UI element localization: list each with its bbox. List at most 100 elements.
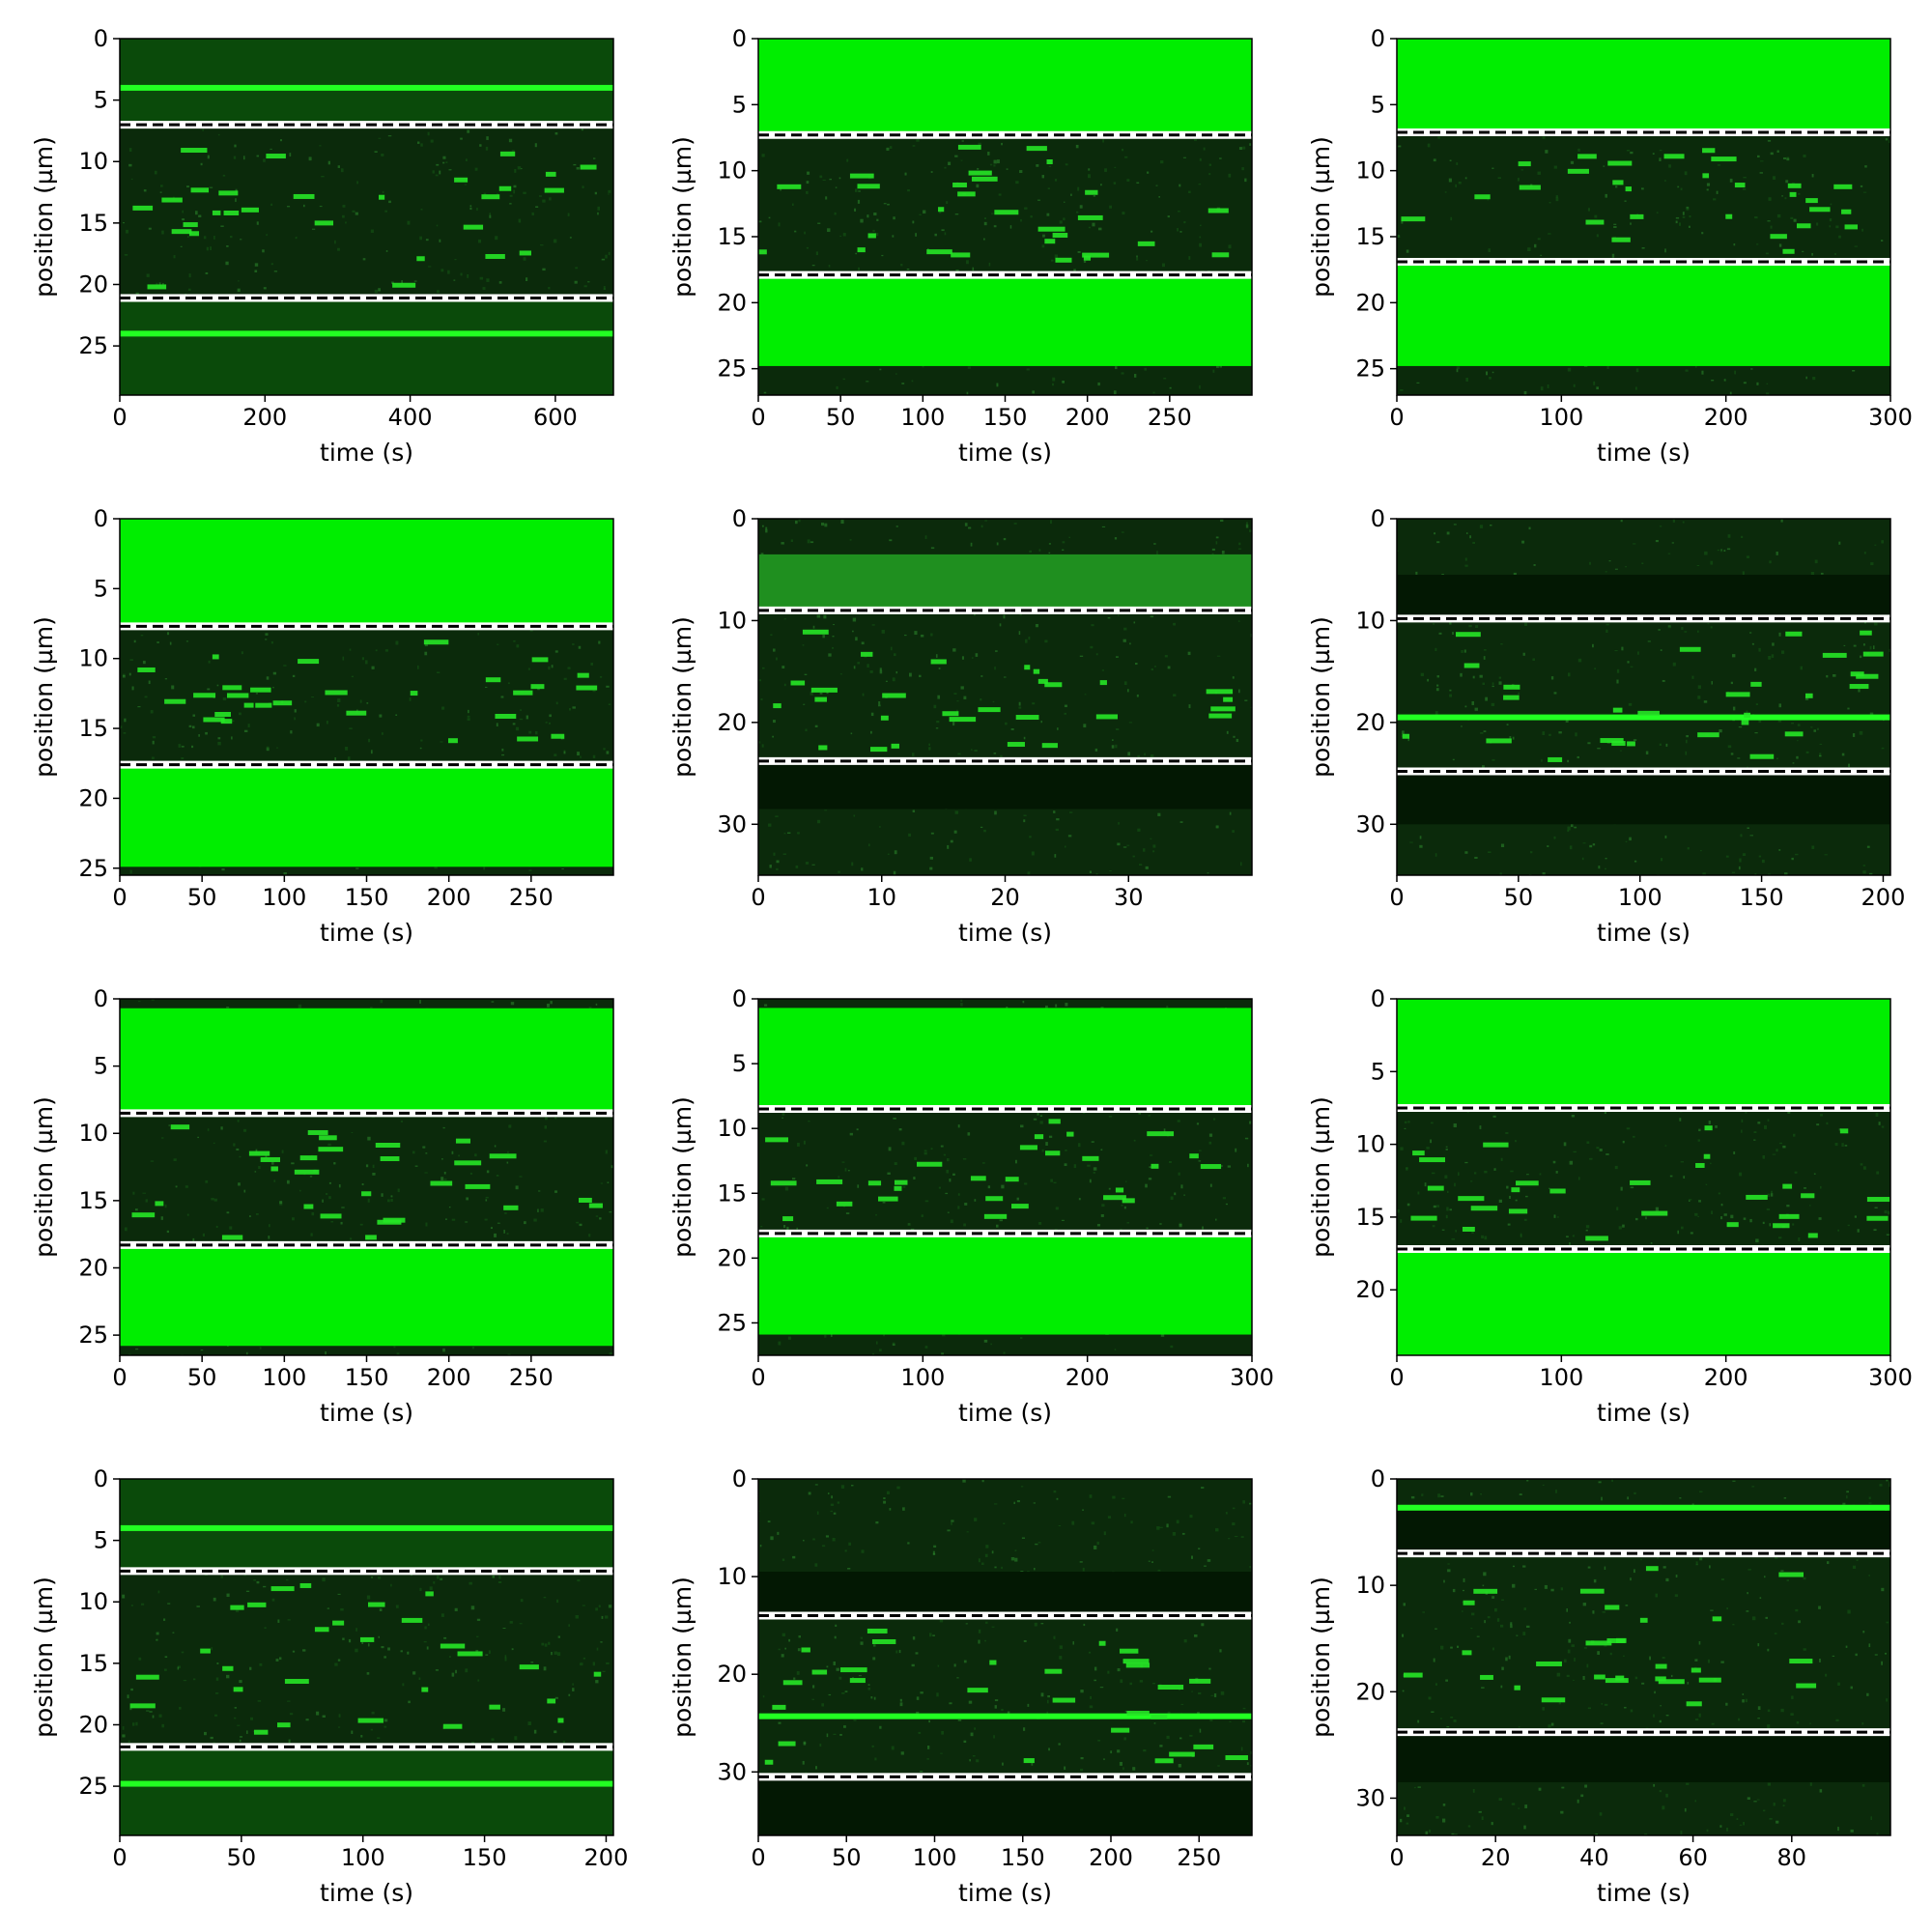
noise-speckle: [1660, 649, 1662, 651]
noise-speckle: [1240, 1536, 1244, 1538]
noise-speckle: [1019, 170, 1023, 174]
noise-speckle: [1187, 651, 1191, 656]
noise-speckle: [515, 1185, 519, 1190]
noise-speckle: [1196, 1122, 1200, 1125]
noise-speckle: [1747, 766, 1748, 769]
binding-event: [147, 284, 167, 290]
noise-speckle: [781, 666, 785, 669]
noise-speckle: [545, 722, 548, 724]
binding-event: [949, 717, 977, 723]
noise-speckle: [1861, 228, 1863, 232]
x-tick-label: 30: [1114, 884, 1144, 911]
binding-event: [248, 1151, 270, 1156]
noise-speckle: [1625, 566, 1628, 568]
noise-speckle: [393, 1346, 396, 1349]
noise-speckle: [291, 1162, 295, 1165]
noise-speckle: [907, 1224, 911, 1227]
noise-speckle: [494, 1145, 497, 1148]
plot-area: [120, 39, 613, 395]
noise-speckle: [575, 1614, 580, 1619]
binding-event: [588, 1203, 603, 1208]
noise-speckle: [1219, 365, 1223, 368]
binding-event: [1805, 198, 1818, 204]
noise-speckle: [537, 1208, 539, 1212]
x-tick-label: 0: [1389, 404, 1404, 431]
noise-speckle: [1605, 571, 1607, 573]
binding-event: [517, 736, 539, 742]
noise-speckle: [1173, 622, 1176, 626]
noise-speckle: [1027, 1703, 1030, 1707]
x-tick-label: 0: [751, 1364, 765, 1391]
noise-speckle: [436, 224, 439, 227]
noise-speckle: [336, 704, 340, 707]
noise-speckle: [1630, 666, 1634, 668]
noise-speckle: [878, 704, 881, 707]
plot-area: [120, 519, 613, 875]
noise-speckle: [803, 703, 806, 705]
noise-speckle: [1104, 168, 1107, 172]
noise-speckle: [395, 640, 399, 645]
noise-speckle: [217, 133, 220, 136]
noise-speckle: [1401, 735, 1404, 738]
noise-speckle: [1441, 1229, 1445, 1231]
binding-event: [1749, 753, 1775, 759]
noise-speckle: [857, 199, 861, 204]
binding-event: [266, 154, 286, 159]
noise-speckle: [1481, 765, 1485, 768]
noise-speckle: [1075, 144, 1079, 149]
noise-speckle: [401, 280, 403, 284]
noise-speckle: [1156, 1526, 1160, 1530]
noise-speckle: [1605, 1153, 1609, 1155]
noise-speckle: [1553, 836, 1556, 839]
noise-speckle: [976, 184, 980, 188]
noise-speckle: [1746, 710, 1748, 714]
x-tick-label: 100: [1539, 1364, 1583, 1391]
binding-event: [1627, 741, 1635, 747]
noise-speckle: [1732, 654, 1736, 658]
noise-speckle: [862, 693, 865, 696]
noise-speckle: [962, 1157, 967, 1160]
noise-speckle: [866, 381, 869, 383]
noise-speckle: [1199, 157, 1202, 161]
noise-speckle: [207, 1128, 210, 1131]
binding-event: [1866, 1197, 1890, 1203]
noise-speckle: [781, 1117, 783, 1119]
noise-speckle: [879, 668, 882, 671]
noise-speckle: [1118, 822, 1120, 825]
noise-speckle: [428, 266, 432, 268]
noise-speckle: [1236, 738, 1239, 743]
noise-speckle: [270, 1161, 274, 1165]
noise-speckle: [853, 666, 856, 669]
bright-trace-line: [120, 1524, 613, 1531]
noise-speckle: [814, 1484, 818, 1486]
binding-event: [1585, 1236, 1608, 1241]
noise-speckle: [1483, 730, 1487, 732]
noise-speckle: [1659, 149, 1662, 152]
noise-speckle: [521, 168, 523, 170]
noise-speckle: [130, 1688, 133, 1691]
noise-speckle: [171, 685, 175, 690]
binding-event: [952, 182, 967, 187]
noise-speckle: [1152, 391, 1155, 394]
noise-speckle: [1464, 564, 1468, 567]
noise-speckle: [1659, 743, 1662, 747]
noise-speckle: [1596, 386, 1599, 390]
noise-speckle: [122, 674, 126, 678]
noise-speckle: [1409, 841, 1413, 843]
noise-speckle: [829, 178, 833, 181]
noise-speckle: [504, 1655, 507, 1659]
binding-event: [545, 171, 556, 177]
noise-speckle: [825, 196, 828, 200]
noise-speckle: [1055, 1004, 1058, 1008]
noise-speckle: [577, 752, 581, 756]
noise-speckle: [883, 1334, 886, 1337]
noise-speckle: [1448, 178, 1452, 183]
noise-speckle: [1215, 1218, 1217, 1221]
noise-speckle: [319, 145, 322, 147]
noise-speckle: [253, 1578, 256, 1581]
binding-event: [137, 667, 156, 672]
binding-event: [1746, 1194, 1768, 1200]
binding-event: [379, 194, 385, 200]
noise-speckle: [603, 285, 606, 290]
noise-speckle: [355, 1628, 357, 1632]
